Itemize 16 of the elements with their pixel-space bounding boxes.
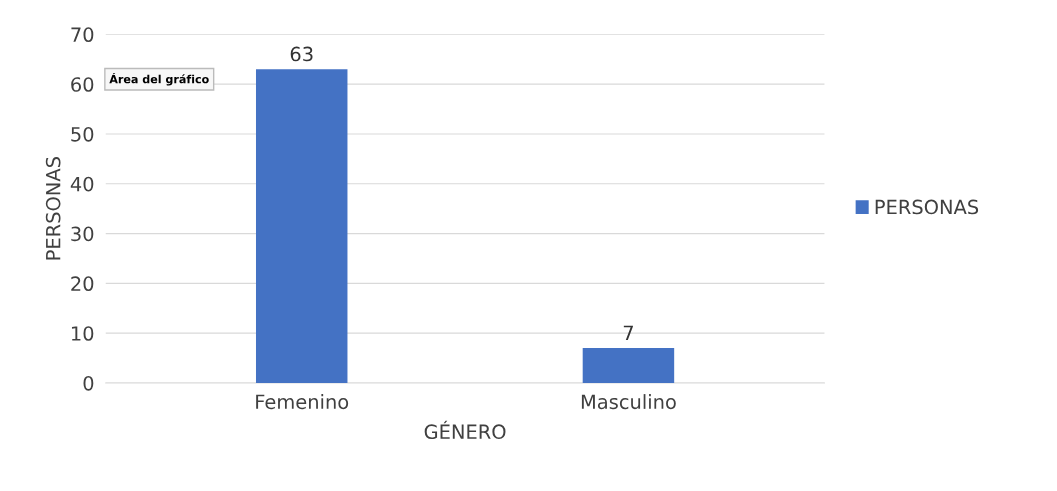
y-tick-label: 30 xyxy=(71,226,94,242)
y-tick-label: 20 xyxy=(71,276,94,292)
x-axis-title: GÉNERO xyxy=(424,420,506,440)
y-tick-label: 60 xyxy=(71,77,94,92)
y-tick-label: 50 xyxy=(71,126,94,142)
y-tick-label: 70 xyxy=(71,27,94,43)
x-tick-label: Femenino xyxy=(256,394,349,410)
data-label: 7 xyxy=(623,325,633,340)
y-tick-label: 40 xyxy=(70,176,94,192)
annotation: Área del gráfico xyxy=(109,72,209,86)
legend-label: PERSONAS xyxy=(875,199,979,215)
y-tick-label: 10 xyxy=(71,326,94,341)
data-label: 63 xyxy=(290,46,313,62)
y-tick-label: 0 xyxy=(83,375,94,391)
x-tick-label: Masculino xyxy=(581,394,676,410)
y-axis-title: PERSONAS xyxy=(45,157,61,260)
